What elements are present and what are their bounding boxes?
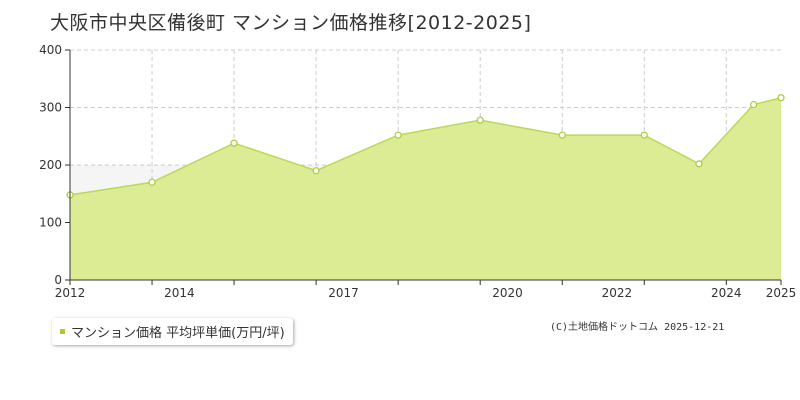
data-point: [230, 139, 238, 147]
y-tick-label: 400: [39, 43, 62, 57]
data-point: [640, 131, 648, 139]
y-tick-label: 100: [39, 216, 62, 230]
chart-title: 大阪市中央区備後町 マンション価格推移[2012-2025]: [50, 12, 532, 34]
legend-swatch: [60, 329, 65, 334]
x-tick-label: 2022: [602, 286, 633, 300]
y-tick-label: 200: [39, 158, 62, 172]
data-point: [777, 94, 785, 102]
x-tick-label: 2012: [55, 286, 86, 300]
data-point: [695, 160, 703, 168]
area-fill: [70, 97, 781, 280]
data-point: [312, 167, 320, 175]
y-tick-label: 300: [39, 101, 62, 115]
x-tick-label: 2014: [164, 286, 195, 300]
data-point: [558, 131, 566, 139]
y-band: [70, 50, 781, 108]
data-markers: [66, 94, 785, 199]
x-tick-labels: 2012 2014 2017 2020 2022 2024 2025: [55, 286, 797, 300]
x-tick-label: 2020: [492, 286, 523, 300]
y-tick-label: 0: [54, 273, 62, 287]
legend: マンション価格 平均坪単価(万円/坪): [52, 318, 293, 345]
legend-label: マンション価格 平均坪単価(万円/坪): [71, 326, 285, 341]
credit-text: (C)土地価格ドットコム 2025-12-21: [550, 322, 725, 333]
x-tick-label: 2025: [766, 286, 797, 300]
x-tick-label: 2024: [711, 286, 742, 300]
x-tick-label: 2017: [328, 286, 359, 300]
data-point: [394, 131, 402, 139]
data-point: [148, 178, 156, 186]
y-tick-labels: 0 100 200 300 400: [39, 43, 62, 287]
data-point: [476, 116, 484, 124]
data-point: [750, 101, 758, 109]
axes: [65, 49, 782, 285]
